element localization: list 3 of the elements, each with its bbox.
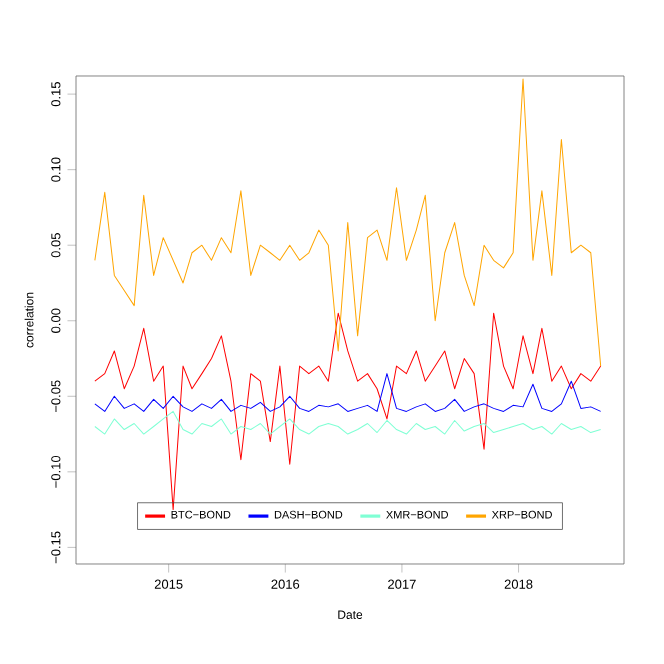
line-series [94, 312, 602, 511]
line-series [94, 373, 602, 412]
line-series [94, 410, 602, 435]
